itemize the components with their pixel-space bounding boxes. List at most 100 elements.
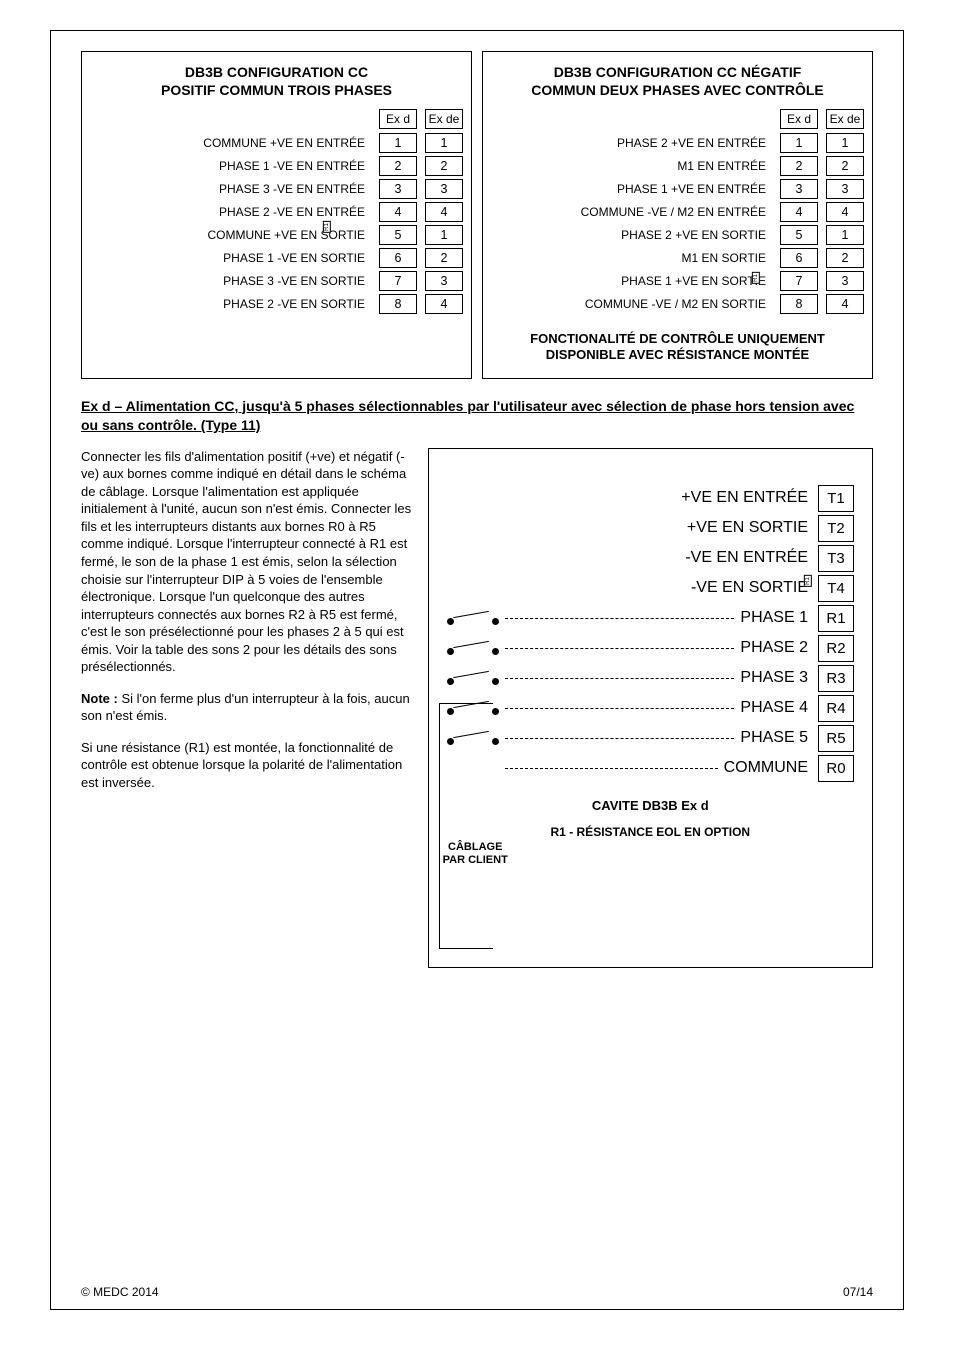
left-pin-c2: 3 — [425, 271, 463, 291]
right-pin-label: PHASE 2 +VE EN SORTIE — [491, 228, 772, 242]
right-pin-c2: 3 — [826, 179, 864, 199]
left-pin-row: PHASE 1 -VE EN SORTIE 62 — [90, 248, 463, 268]
terminal-pin: R4 — [818, 695, 854, 722]
cablage-line1: CÂBLAGE — [448, 841, 502, 853]
left-pin-label: PHASE 2 -VE EN SORTIE — [90, 297, 371, 311]
left-pin-c2: 2 — [425, 248, 463, 268]
terminal-label: PHASE 5 — [740, 729, 818, 747]
right-pin-label: PHASE 2 +VE EN ENTRÉE — [491, 136, 772, 150]
terminal-row: PHASE 1R1 — [447, 605, 854, 632]
right-pin-c2: 2 — [826, 156, 864, 176]
left-title-line1: DB3B CONFIGURATION CC — [185, 64, 368, 80]
switch-icon — [447, 643, 499, 653]
right-pin-label: COMMUNE -VE / M2 EN ENTRÉE — [491, 205, 772, 219]
left-pin-c2: 4 — [425, 294, 463, 314]
right-pin-c2: 1 — [826, 225, 864, 245]
left-pin-c1: 6 — [379, 248, 417, 268]
terminal-list: +VE EN ENTRÉET1+VE EN SORTIET2-VE EN ENT… — [447, 485, 854, 782]
right-pin-row: PHASE 2 +VE EN ENTRÉE 11 — [491, 133, 864, 153]
right-pin-label: M1 EN ENTRÉE — [491, 159, 772, 173]
right-pin-label: COMMUNE -VE / M2 EN SORTIE — [491, 297, 772, 311]
left-pin-table: Ex d Ex de COMMUNE +VE EN ENTRÉE11PHASE … — [90, 109, 463, 317]
left-pin-row: PHASE 3 -VE EN SORTIE73 — [90, 271, 463, 291]
left-pin-label: PHASE 3 -VE EN ENTRÉE — [90, 182, 371, 196]
right-pin-row: COMMUNE -VE / M2 EN ENTRÉE 44 — [491, 202, 864, 222]
right-pin-row: PHASE 1 +VE EN ENTRÉE33 — [491, 179, 864, 199]
right-pin-c1: 3 — [780, 179, 818, 199]
left-col1-header: Ex d — [379, 109, 417, 129]
client-wiring-frame — [439, 703, 493, 949]
right-pin-table: Ex d Ex de PHASE 2 +VE EN ENTRÉE11M1 EN … — [491, 109, 864, 317]
right-pin-c1: 1 — [780, 133, 818, 153]
right-pin-c1: 6 — [780, 248, 818, 268]
left-pin-c1: 7 — [379, 271, 417, 291]
content-row: Connecter les fils d'alimentation positi… — [81, 448, 873, 968]
left-pin-c2: 3 — [425, 179, 463, 199]
terminal-pin: R5 — [818, 725, 854, 752]
right-col2-header: Ex de — [826, 109, 864, 129]
footer-left: © MEDC 2014 — [81, 1285, 159, 1299]
monitor-note: FONCTIONALITÉ DE CONTRÔLE UNIQUEMENT DIS… — [491, 331, 864, 364]
left-pin-label: PHASE 1 -VE EN ENTRÉE — [90, 159, 371, 173]
terminal-label: COMMUNE — [724, 759, 818, 777]
right-pin-c1: 2 — [780, 156, 818, 176]
terminal-row: PHASE 2R2 — [447, 635, 854, 662]
left-pin-row: PHASE 2 -VE EN SORTIE84 — [90, 294, 463, 314]
right-pin-label: PHASE 1 +VE EN SORTIE — [491, 274, 772, 288]
right-pin-c2: 4 — [826, 202, 864, 222]
right-pin-c2: 3 — [826, 271, 864, 291]
left-pin-row: PHASE 3 -VE EN ENTRÉE33 — [90, 179, 463, 199]
right-pin-headers: Ex d Ex de — [491, 109, 864, 129]
terminal-label: PHASE 1 — [740, 609, 818, 627]
monitor-line2: DISPONIBLE AVEC RÉSISTANCE MONTÉE — [546, 347, 809, 362]
terminal-label: PHASE 3 — [740, 669, 818, 687]
body-paragraph-3: Si une résistance (R1) est montée, la fo… — [81, 739, 414, 792]
right-pin-row: M1 EN ENTRÉE 22 — [491, 156, 864, 176]
terminal-pin: T2 — [818, 515, 854, 542]
terminal-label: +VE EN ENTRÉE — [681, 489, 818, 507]
client-wiring-label: CÂBLAGE PAR CLIENT — [443, 841, 508, 866]
left-pin-c2: 4 — [425, 202, 463, 222]
terminal-row: COMMUNER0 — [447, 755, 854, 782]
left-pin-row: PHASE 2 -VE EN ENTRÉE44 — [90, 202, 463, 222]
right-pin-label: M1 EN SORTIE — [491, 251, 772, 265]
right-pin-c2: 4 — [826, 294, 864, 314]
left-pin-c1: 2 — [379, 156, 417, 176]
left-pin-label: PHASE 2 -VE EN ENTRÉE — [90, 205, 371, 219]
switch-icon — [447, 613, 499, 623]
terminal-row: PHASE 4R4 — [447, 695, 854, 722]
page-frame: DB3B CONFIGURATION CC POSITIF COMMUN TRO… — [50, 30, 904, 1310]
right-pin-c2: 1 — [826, 133, 864, 153]
terminal-pin: T4 — [818, 575, 854, 602]
terminal-row: PHASE 5R5 — [447, 725, 854, 752]
terminal-row: -VE EN ENTRÉET3 — [447, 545, 854, 572]
left-pin-c2: 1 — [425, 133, 463, 153]
terminal-label: -VE EN SORTIE — [691, 579, 818, 597]
terminal-pin: R3 — [818, 665, 854, 692]
right-pin-row: PHASE 1 +VE EN SORTIE73 — [491, 271, 864, 291]
terminal-row: +VE EN ENTRÉET1 — [447, 485, 854, 512]
left-pin-c2: 2 — [425, 156, 463, 176]
r1-caption: R1 - RÉSISTANCE EOL EN OPTION — [441, 825, 860, 839]
left-pin-c1: 1 — [379, 133, 417, 153]
terminal-label: +VE EN SORTIE — [687, 519, 818, 537]
terminal-row: +VE EN SORTIET2 — [447, 515, 854, 542]
switch-icon — [447, 673, 499, 683]
terminal-label: -VE EN ENTRÉE — [685, 549, 818, 567]
cablage-line2: PAR CLIENT — [443, 854, 508, 866]
type11-r1-indicator: R1 — [804, 575, 812, 587]
right-pin-c2: 2 — [826, 248, 864, 268]
terminal-label: PHASE 2 — [740, 639, 818, 657]
body-paragraph-2: Note : Si l'on ferme plus d'un interrupt… — [81, 690, 414, 725]
left-diagram-title: DB3B CONFIGURATION CC POSITIF COMMUN TRO… — [90, 64, 463, 99]
left-pin-headers: Ex d Ex de — [90, 109, 463, 129]
right-col1-header: Ex d — [780, 109, 818, 129]
terminal-pin: R1 — [818, 605, 854, 632]
body-p2-text: Si l'on ferme plus d'un interrupteur à l… — [81, 691, 410, 724]
right-pin-c1: 4 — [780, 202, 818, 222]
left-pin-label: PHASE 1 -VE EN SORTIE — [90, 251, 371, 265]
left-pin-c2: 1 — [425, 225, 463, 245]
terminal-pin: R0 — [818, 755, 854, 782]
right-pin-row: M1 EN SORTIE 62 — [491, 248, 864, 268]
cavity-caption: CAVITE DB3B Ex d — [441, 798, 860, 813]
